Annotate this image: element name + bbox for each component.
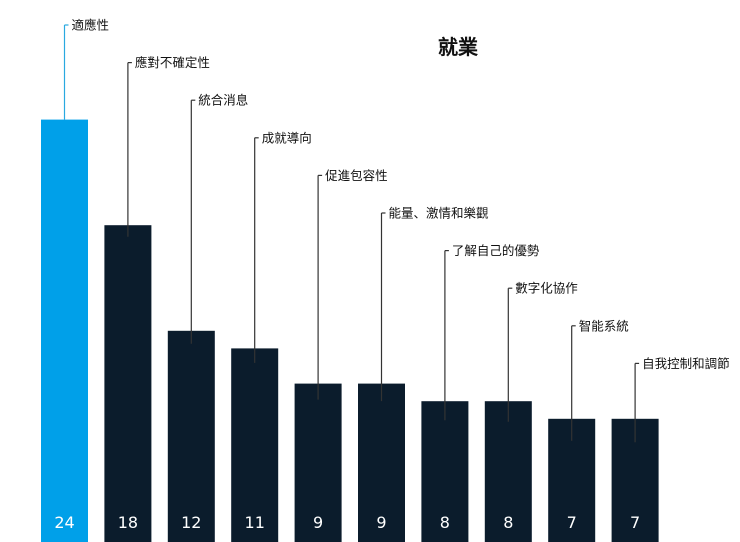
category-label: 適應性: [72, 18, 110, 33]
category-label: 促進包容性: [325, 168, 388, 183]
bar: [421, 401, 469, 542]
category-labels-layer: 適應性應對不確定性統合消息成就導向促進包容性能量、激情和樂觀了解自己的優勢數字化…: [72, 18, 730, 371]
bar: [484, 401, 532, 542]
category-label: 應對不確定性: [135, 55, 210, 70]
bar: [167, 330, 215, 542]
category-label: 智能系統: [579, 318, 629, 333]
bar: [358, 383, 405, 542]
chart-title: 就業: [438, 35, 479, 59]
value-label: 12: [181, 513, 201, 532]
category-label: 自我控制和調節: [642, 356, 730, 371]
value-label: 11: [245, 513, 265, 532]
leader-lines-layer: [63, 24, 640, 443]
bar: [104, 225, 152, 542]
value-label: 24: [54, 513, 74, 532]
value-label: 8: [503, 513, 513, 532]
value-label: 7: [630, 513, 640, 532]
value-label: 18: [118, 513, 138, 532]
category-label: 統合消息: [198, 93, 248, 108]
bars-layer: [41, 119, 659, 542]
category-label: 了解自己的優勢: [452, 243, 540, 258]
category-label: 能量、激情和樂觀: [389, 206, 490, 221]
bar: [231, 348, 279, 542]
category-label: 數字化協作: [515, 281, 578, 296]
value-label: 9: [376, 513, 386, 532]
value-label: 9: [313, 513, 323, 532]
value-label: 7: [567, 513, 577, 532]
bar: [294, 383, 342, 542]
value-labels-layer: 24 18 12 11 9 9 8 8 7 7: [54, 513, 640, 532]
value-label: 8: [440, 513, 450, 532]
bar: [41, 119, 88, 542]
category-label: 成就導向: [262, 130, 312, 145]
